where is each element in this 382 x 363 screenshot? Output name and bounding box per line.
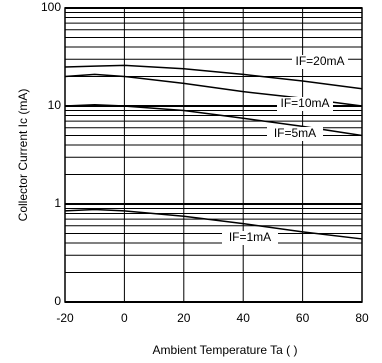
series-label: IF=5mA <box>274 126 316 140</box>
x-tick-label: 40 <box>237 311 251 325</box>
y-tick-label: 0 <box>54 294 61 308</box>
y-tick-label: 10 <box>48 98 62 112</box>
plot-frame <box>64 7 363 303</box>
y-tick-label: 1 <box>54 196 61 210</box>
label-bg <box>222 231 278 245</box>
series-label: IF=10mA <box>280 96 329 110</box>
x-tick-label: -20 <box>56 311 74 325</box>
x-tick-label: 20 <box>177 311 191 325</box>
series-line <box>64 103 363 137</box>
series-line <box>64 64 363 90</box>
x-axis-label: Ambient Temperature Ta ( ) <box>153 343 298 357</box>
x-tick-label: 80 <box>355 311 369 325</box>
series-label: IF=1mA <box>229 230 271 244</box>
series-label: IF=20mA <box>295 54 344 68</box>
y-axis-label: Collector Current Ic (mA) <box>16 89 30 222</box>
series-line <box>64 208 363 240</box>
label-bg <box>267 127 323 141</box>
label-bg <box>277 97 333 111</box>
label-bg <box>292 55 348 69</box>
y-tick-label: 100 <box>41 0 61 14</box>
x-tick-label: 60 <box>296 311 310 325</box>
x-tick-label: 0 <box>121 311 128 325</box>
